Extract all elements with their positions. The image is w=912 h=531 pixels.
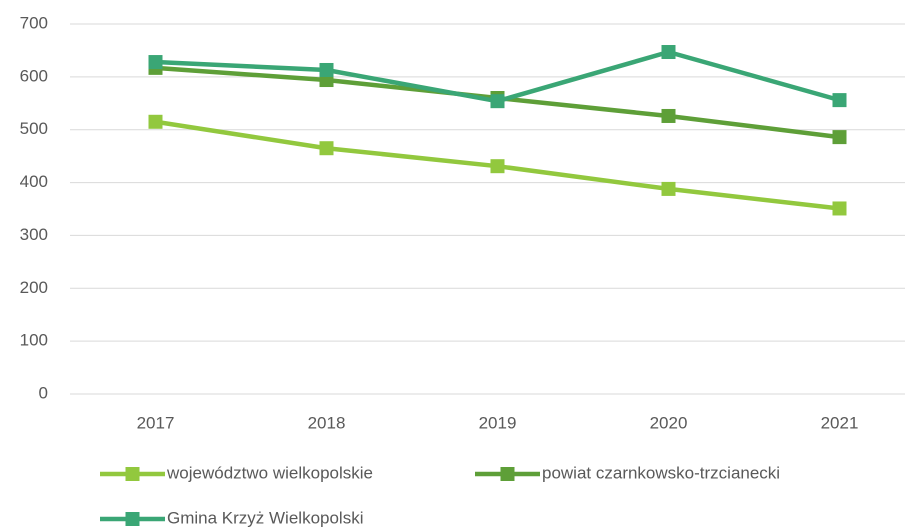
legend-label: Gmina Krzyż Wielkopolski [167, 508, 364, 527]
y-tick-label: 300 [20, 225, 48, 244]
legend-marker [125, 467, 140, 481]
point-marker [661, 45, 676, 60]
legend-label: województwo wielkopolskie [166, 463, 373, 482]
y-tick-label: 0 [39, 383, 48, 402]
y-tick-label: 500 [20, 119, 48, 138]
x-tick-label: 2020 [650, 413, 688, 432]
legend-label: powiat czarnkowsko-trzcianecki [542, 463, 780, 482]
y-tick-label: 200 [20, 278, 48, 297]
point-marker [148, 55, 163, 70]
point-marker [319, 62, 334, 77]
point-marker [319, 141, 334, 156]
point-marker [490, 94, 505, 109]
point-marker [490, 159, 505, 174]
legend-marker [125, 512, 140, 526]
point-marker [832, 130, 847, 145]
x-tick-label: 2021 [821, 413, 859, 432]
x-tick-label: 2019 [479, 413, 517, 432]
x-tick-label: 2018 [308, 413, 346, 432]
legend-marker [500, 467, 515, 481]
point-marker [661, 108, 676, 123]
y-tick-label: 600 [20, 66, 48, 85]
y-tick-label: 100 [20, 331, 48, 350]
x-tick-label: 2017 [137, 413, 175, 432]
point-marker [832, 93, 847, 108]
point-marker [832, 201, 847, 216]
point-marker [661, 181, 676, 196]
point-marker [148, 114, 163, 129]
y-tick-label: 400 [20, 172, 48, 191]
y-tick-label: 700 [20, 13, 48, 32]
